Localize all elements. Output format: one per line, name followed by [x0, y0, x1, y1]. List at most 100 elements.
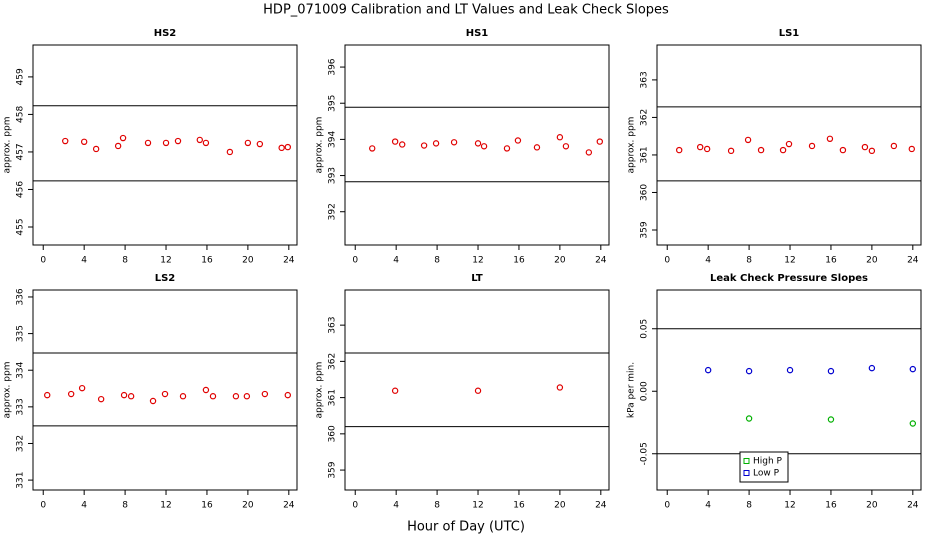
x-tick-label: 0: [40, 256, 46, 266]
y-tick-label: 396: [328, 58, 338, 75]
x-tick-label: 4: [705, 501, 711, 511]
point: [399, 141, 406, 148]
x-tick-label: 20: [554, 501, 566, 511]
point: [827, 367, 835, 375]
y-tick-label: 332: [16, 435, 26, 452]
x-tick-label: 8: [746, 501, 752, 511]
legend-label: Low P: [753, 469, 780, 479]
x-tick-label: 24: [595, 256, 607, 266]
x-tick-label: 20: [866, 501, 878, 511]
point: [174, 137, 182, 145]
point: [284, 391, 291, 399]
point: [209, 393, 217, 400]
point: [909, 365, 917, 373]
point: [827, 416, 835, 423]
point: [120, 391, 128, 399]
x-tick-label: 4: [393, 256, 399, 266]
y-tick-label: 362: [640, 109, 650, 126]
plot-frame: [344, 289, 610, 491]
y-tick-label: 360: [328, 425, 338, 442]
y-tick-label: 362: [328, 353, 338, 370]
point: [808, 142, 816, 150]
point: [596, 138, 603, 145]
panel-title: LS1: [779, 28, 800, 39]
x-tick-label: 8: [122, 501, 128, 511]
point: [474, 387, 482, 394]
y-axis-label: approx. ppm: [3, 362, 13, 419]
point: [243, 393, 251, 400]
point: [696, 143, 704, 151]
y-tick-label: 0.05: [640, 319, 650, 339]
point: [278, 144, 285, 152]
point: [745, 367, 753, 375]
x-tick-label: 12: [472, 501, 483, 511]
plot-frame: [344, 44, 610, 246]
point: [890, 142, 898, 150]
point: [744, 136, 752, 144]
x-tick-label: 24: [595, 501, 607, 511]
x-tick-label: 4: [81, 501, 87, 511]
y-axis-label: approx. ppm: [627, 117, 637, 174]
x-tick-label: 4: [705, 256, 711, 266]
point: [202, 386, 210, 394]
panel-title: LT: [471, 273, 483, 284]
point: [232, 393, 240, 400]
x-tick-label: 0: [352, 256, 358, 266]
y-axis-label: kPa per min.: [627, 362, 637, 418]
y-tick-label: 455: [16, 218, 26, 235]
figure-title: HDP_071009 Calibration and LT Values and…: [263, 3, 669, 18]
x-tick-label: 12: [160, 501, 171, 511]
point: [369, 145, 376, 152]
point: [585, 149, 593, 156]
panel-title: LS2: [155, 273, 176, 284]
y-tick-label: 459: [16, 68, 26, 85]
point: [119, 134, 127, 142]
point: [839, 146, 847, 154]
point: [261, 390, 269, 398]
x-tick-label: 0: [664, 256, 670, 266]
point: [868, 147, 876, 155]
y-tick-label: -0.05: [640, 442, 650, 465]
y-tick-label: 333: [16, 398, 26, 415]
panel-title: Leak Check Pressure Slopes: [710, 273, 868, 284]
x-tick-label: 4: [393, 501, 399, 511]
point: [868, 364, 876, 372]
x-tick-label: 16: [201, 501, 213, 511]
point: [785, 140, 793, 148]
point: [826, 135, 834, 143]
plot-frame: [32, 289, 298, 491]
point: [161, 390, 169, 398]
x-tick-label: 8: [434, 501, 440, 511]
point: [514, 137, 522, 144]
point: [727, 147, 735, 155]
point: [704, 366, 712, 374]
x-tick-label: 8: [746, 256, 752, 266]
y-tick-label: 360: [640, 184, 650, 201]
legend-box: [739, 451, 789, 483]
point: [745, 415, 753, 422]
point: [391, 138, 399, 145]
y-tick-label: 393: [328, 167, 338, 184]
y-tick-label: 361: [640, 146, 650, 163]
point: [909, 420, 917, 427]
y-tick-label: 363: [640, 71, 650, 88]
y-tick-label: 458: [16, 106, 26, 123]
x-tick-label: 16: [513, 256, 525, 266]
y-tick-label: 0.00: [640, 381, 650, 401]
point: [196, 136, 203, 144]
y-tick-label: 334: [16, 361, 26, 378]
point: [202, 139, 210, 147]
x-tick-label: 4: [81, 256, 87, 266]
x-tick-label: 24: [907, 256, 919, 266]
x-tick-label: 16: [825, 256, 837, 266]
y-tick-label: 361: [328, 389, 338, 406]
point: [226, 148, 234, 156]
panel-title: HS1: [466, 28, 489, 39]
x-tick-label: 0: [352, 501, 358, 511]
point: [97, 395, 105, 403]
point: [474, 140, 482, 147]
point: [420, 142, 428, 149]
x-tick-label: 24: [907, 501, 919, 511]
x-tick-label: 20: [242, 256, 254, 266]
